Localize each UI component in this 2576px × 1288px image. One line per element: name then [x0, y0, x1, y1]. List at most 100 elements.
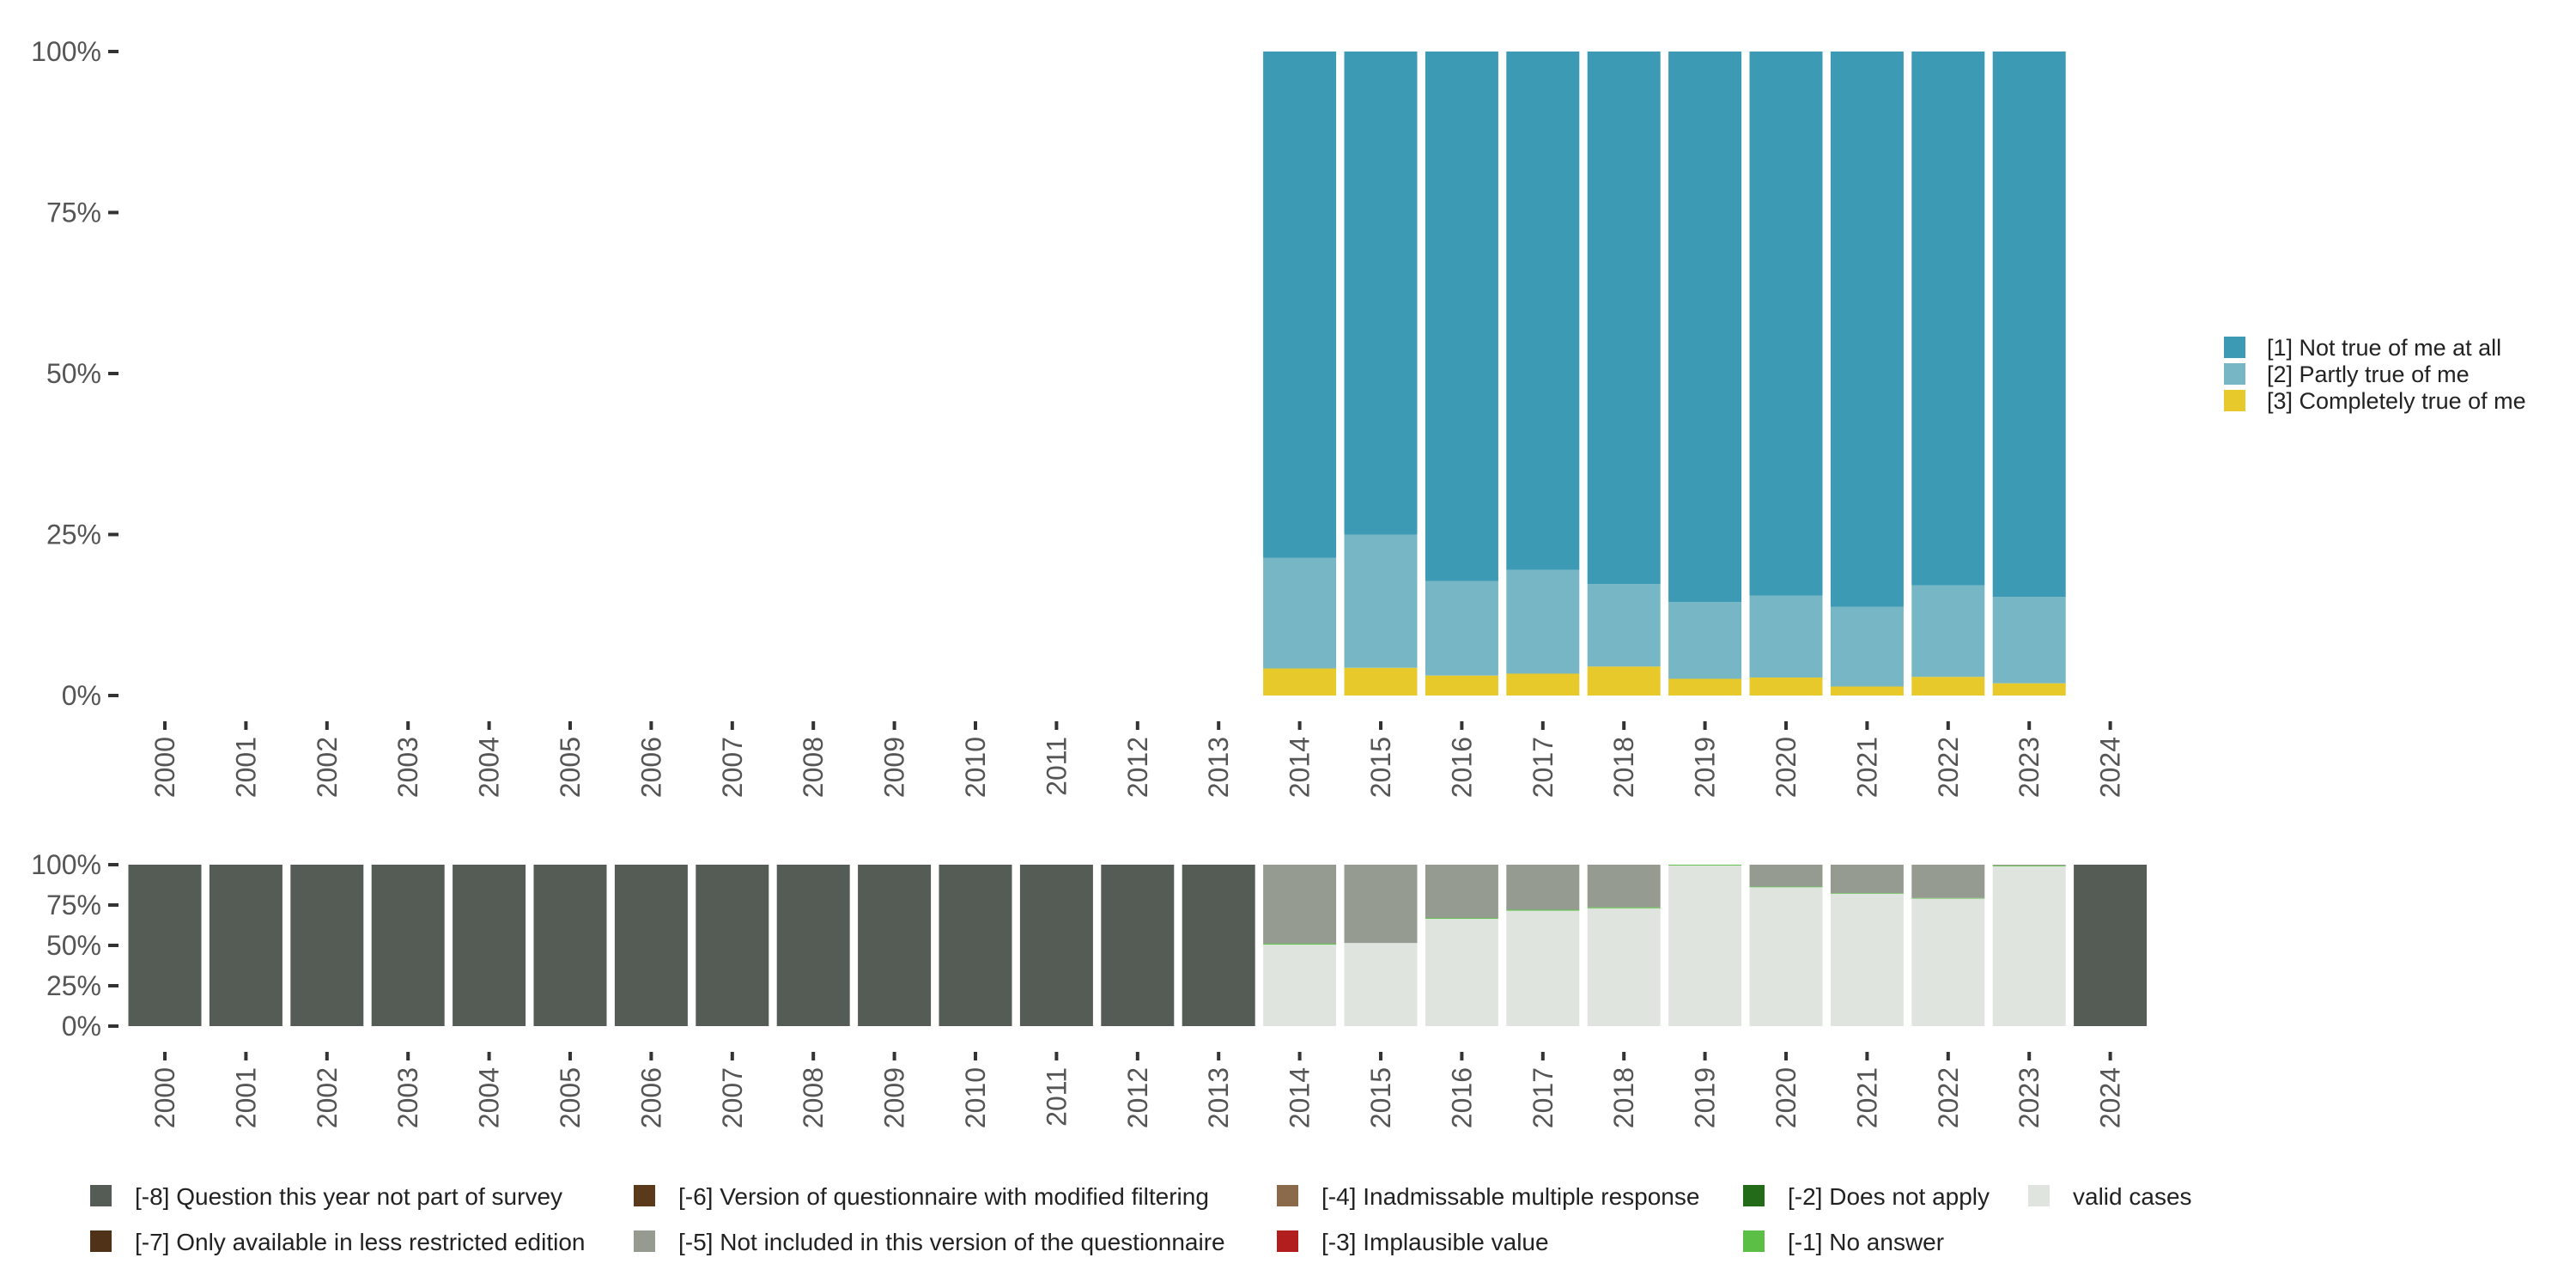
- top-xtick-label: 2008: [798, 737, 829, 798]
- top-bar-segment: [1425, 580, 1498, 676]
- top-bar-segment: [1830, 686, 1904, 696]
- top-legend: [1] Not true of me at all[2] Partly true…: [2224, 335, 2526, 414]
- top-bar-segment: [1506, 673, 1580, 696]
- top-bar-segment: [1992, 597, 2066, 683]
- bottom-legend-swatch: [1743, 1185, 1765, 1206]
- bottom-xtick-label: 2000: [149, 1067, 180, 1128]
- top-xtick-label: 2012: [1122, 737, 1153, 798]
- top-bar-segment: [1830, 52, 1904, 607]
- bottom-legend-swatch: [2028, 1185, 2050, 1206]
- bottom-chart: 0% 25% 50% 75% 100% 2000 2001 2002 2003 2004 2005 2…: [31, 849, 2148, 1128]
- bottom-ytick-label: 50%: [46, 930, 101, 961]
- bottom-bar-segment: [776, 865, 850, 1026]
- bottom-bar-segment: [1506, 910, 1580, 1026]
- bottom-bar-segment: [290, 865, 364, 1026]
- top-xtick-label: 2006: [635, 737, 666, 798]
- top-xtick-label: 2024: [2095, 737, 2126, 798]
- bottom-bar-segment: [1263, 945, 1337, 1026]
- top-ytick-label: 25%: [46, 519, 101, 550]
- top-legend-swatch: [2224, 363, 2245, 385]
- bottom-xtick-label: 2018: [1608, 1067, 1639, 1128]
- top-legend-label: [3] Completely true of me: [2267, 388, 2526, 414]
- bottom-bar-segment: [1344, 865, 1418, 944]
- top-xtick-label: 2014: [1285, 737, 1315, 798]
- bottom-xtick-label: 2012: [1122, 1067, 1153, 1128]
- top-legend-label: [1] Not true of me at all: [2267, 335, 2501, 361]
- bottom-bar-segment: [696, 865, 769, 1026]
- top-bar-segment: [1992, 683, 2066, 696]
- bottom-legend-label: valid cases: [2073, 1183, 2192, 1210]
- bottom-xtick-label: 2004: [474, 1067, 505, 1128]
- top-bar-segment: [1263, 557, 1337, 669]
- top-xtick-label: 2001: [230, 737, 261, 798]
- bottom-legend-label: [-2] Does not apply: [1788, 1183, 1990, 1210]
- top-legend-swatch: [2224, 337, 2245, 358]
- bottom-bar-segment: [1425, 865, 1498, 919]
- bottom-legend-swatch: [90, 1185, 112, 1206]
- bottom-xtick-label: 2003: [392, 1067, 423, 1128]
- bottom-bar-segment: [1911, 865, 1985, 898]
- bottom-xtick-label: 2017: [1528, 1067, 1558, 1128]
- bottom-legend-swatch: [90, 1230, 112, 1252]
- top-xtick-label: 2011: [1041, 737, 1072, 796]
- top-bar-segment: [1911, 585, 1985, 677]
- top-bar-segment: [1425, 675, 1498, 696]
- bottom-bar-segment: [1749, 865, 1823, 887]
- bottom-bar-segment: [1749, 887, 1823, 1026]
- bottom-xtick-label: 2020: [1771, 1067, 1801, 1128]
- bottom-bar-segment: [1587, 908, 1661, 1026]
- top-chart: 0% 25% 50% 75% 100% 2000 2001 2002 2003 2004 2005 2…: [31, 36, 2125, 798]
- top-xtick-label: 2000: [149, 737, 180, 798]
- bottom-legend-label: [-5] Not included in this version of the…: [678, 1229, 1225, 1255]
- bottom-bar-segment: [1506, 909, 1580, 911]
- top-bar-segment: [1587, 666, 1661, 696]
- bottom-legend-label: [-1] No answer: [1788, 1229, 1944, 1255]
- bottom-bar-segment: [858, 865, 932, 1026]
- top-bar-segment: [1668, 52, 1742, 603]
- top-ytick-label: 100%: [31, 36, 101, 67]
- bottom-bar-segment: [1668, 865, 1742, 1026]
- bottom-bar-segment: [371, 865, 445, 1026]
- top-xtick-label: 2005: [555, 737, 586, 798]
- bottom-legend-label: [-3] Implausible value: [1321, 1229, 1549, 1255]
- bottom-bar-segment: [1101, 865, 1175, 1026]
- bottom-bar-segment: [128, 865, 202, 1026]
- top-bar-segment: [1344, 534, 1418, 668]
- top-xtick-label: 2017: [1528, 737, 1558, 798]
- bottom-bar-segment: [1830, 865, 1904, 894]
- top-bar-segment: [1344, 52, 1418, 535]
- top-ytick-label: 75%: [46, 197, 101, 228]
- top-bar-segment: [1263, 52, 1337, 558]
- bottom-bar-segment: [614, 865, 688, 1026]
- bottom-xtick-label: 2005: [555, 1067, 586, 1128]
- bottom-bar-segment: [1182, 865, 1255, 1026]
- top-xtick-label: 2009: [879, 737, 910, 798]
- bottom-legend-label: [-7] Only available in less restricted e…: [135, 1229, 585, 1255]
- bottom-xtick-label: 2010: [960, 1067, 991, 1128]
- bottom-bar-segment: [533, 865, 607, 1026]
- bottom-bar-segment: [939, 865, 1012, 1026]
- bottom-legend-swatch: [1743, 1230, 1765, 1252]
- bottom-bar-segment: [1019, 865, 1093, 1026]
- bottom-bar-segment: [1425, 918, 1498, 1026]
- bottom-xtick-label: 2013: [1203, 1067, 1234, 1128]
- top-xtick-label: 2002: [312, 737, 343, 798]
- bottom-bar-segment: [1992, 866, 2066, 1026]
- bottom-bar-segment: [1911, 898, 1985, 1026]
- bottom-legend-swatch: [1277, 1185, 1298, 1206]
- bottom-bar-segment: [453, 865, 526, 1026]
- bottom-legend-swatch: [634, 1185, 655, 1206]
- top-xtick-label: 2022: [1933, 737, 1964, 798]
- bottom-bar-segment: [1830, 893, 1904, 894]
- bottom-legend-label: [-8] Question this year not part of surv…: [135, 1183, 562, 1210]
- top-xtick-label: 2007: [717, 737, 748, 798]
- bottom-xtick-label: 2002: [312, 1067, 343, 1128]
- top-xtick-label: 2018: [1608, 737, 1639, 798]
- bottom-xtick-label: 2021: [1851, 1067, 1882, 1128]
- top-xtick-label: 2021: [1851, 737, 1882, 798]
- top-bar-segment: [1668, 602, 1742, 679]
- top-xtick-label: 2010: [960, 737, 991, 798]
- bottom-bar-segment: [1749, 886, 1823, 888]
- bottom-bar-segment: [1911, 897, 1985, 899]
